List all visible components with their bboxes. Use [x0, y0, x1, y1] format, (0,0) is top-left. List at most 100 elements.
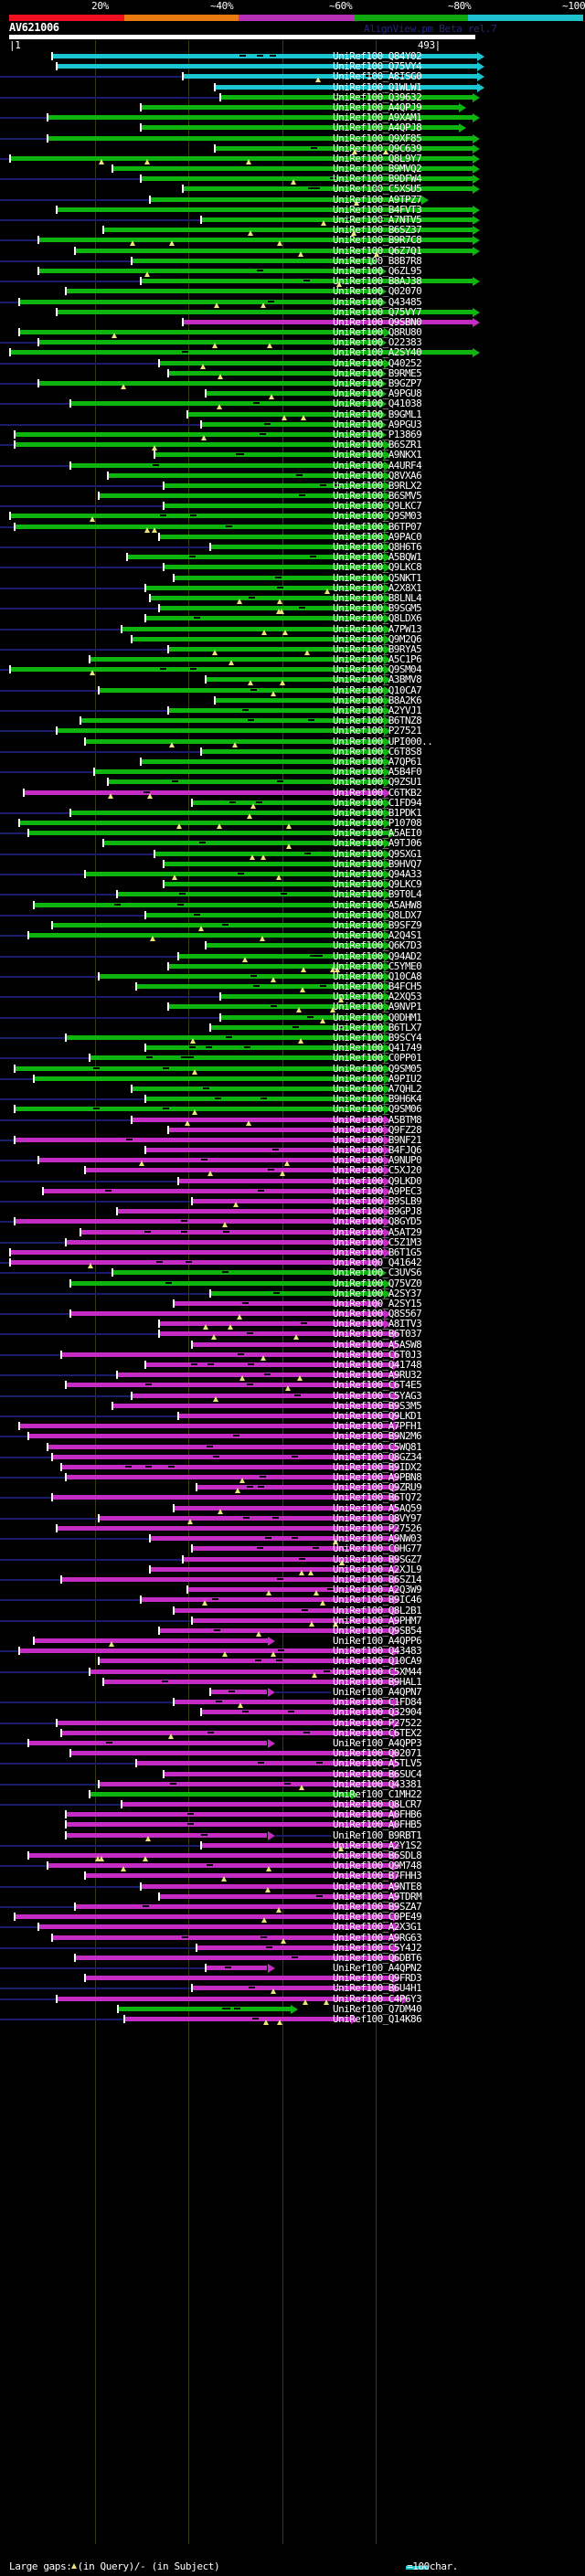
table-row[interactable]: UniRef100_A9RU32 [0, 1370, 585, 1382]
hit-bar[interactable] [211, 1690, 268, 1694]
hit-bar[interactable] [20, 299, 379, 304]
hit-bar[interactable] [141, 176, 473, 182]
hit-bar[interactable] [165, 565, 384, 570]
table-row[interactable]: UniRef100_A9PGU3 [0, 419, 585, 429]
hit-label[interactable]: UniRef100_UPI000.. [333, 735, 433, 747]
hit-label[interactable]: UniRef100_A9NTE8 [333, 1880, 422, 1892]
hit-label[interactable]: UniRef100_Q43483 [333, 1645, 422, 1658]
table-row[interactable]: UniRef100_C5WQ81 [0, 1442, 585, 1452]
table-row[interactable]: UniRef100_Q9C639 [0, 143, 585, 154]
table-row[interactable]: UniRef100_A7PW13 [0, 624, 585, 635]
hit-label[interactable]: UniRef100_A9PBN8 [333, 1471, 422, 1484]
hit-label[interactable]: UniRef100_Q9C639 [333, 142, 422, 154]
hit-label[interactable]: UniRef100_Q7DM40 [333, 2002, 422, 2015]
hit-label[interactable]: UniRef100_A2X3G1 [333, 1921, 422, 1934]
hit-bar[interactable] [174, 1300, 375, 1306]
hit-bar[interactable] [113, 1403, 394, 1408]
table-row[interactable]: UniRef100_A9PEC3 [0, 1186, 585, 1196]
table-row[interactable]: UniRef100_A2SY15 [0, 1299, 585, 1309]
hit-label[interactable]: UniRef100_B6TLX7 [333, 1021, 422, 1034]
table-row[interactable]: UniRef100_A4QPP6 [0, 1636, 585, 1648]
hit-label[interactable]: UniRef100_Q75VZ0 [333, 1277, 422, 1289]
table-row[interactable]: UniRef100_Q9M748 [0, 1860, 585, 1872]
hit-bar[interactable] [67, 1475, 394, 1480]
hit-bar[interactable] [165, 504, 384, 509]
hit-bar[interactable] [160, 1627, 394, 1633]
hit-bar[interactable] [52, 1495, 394, 1500]
table-row[interactable]: UniRef100_A7QHL2 [0, 1084, 585, 1094]
table-row[interactable]: UniRef100_Q6Z7Q1 [0, 246, 585, 257]
table-row[interactable]: UniRef100_P10708 [0, 818, 585, 830]
hit-label[interactable]: UniRef100_A9PAC0 [333, 530, 422, 543]
hit-bar[interactable] [85, 1873, 394, 1879]
hit-bar[interactable] [169, 370, 379, 376]
table-row[interactable]: UniRef100_Q9SXG1 [0, 849, 585, 860]
hit-label[interactable]: UniRef100_B8A2K6 [333, 694, 422, 706]
hit-label[interactable]: UniRef100_Q75VY4 [333, 60, 422, 73]
hit-label[interactable]: UniRef100_A2YVJ1 [333, 705, 422, 716]
hit-bar[interactable] [76, 1955, 394, 1960]
table-row[interactable]: UniRef100_B9RLX2 [0, 481, 585, 491]
hit-label[interactable]: UniRef100_A5BQW1 [333, 551, 422, 564]
hit-label[interactable]: UniRef100_B9SLB9 [333, 1195, 422, 1207]
hit-label[interactable]: UniRef100_B4FCH5 [333, 981, 422, 993]
table-row[interactable]: UniRef100_B9SLB9 [0, 1195, 585, 1207]
table-row[interactable]: UniRef100_A5AHW8 [0, 900, 585, 910]
hit-bar[interactable] [136, 1761, 394, 1766]
hit-bar[interactable] [220, 994, 384, 1000]
hit-bar[interactable] [211, 1290, 384, 1296]
hit-bar[interactable] [151, 1566, 394, 1572]
hit-label[interactable]: UniRef100_A8ITV3 [333, 1318, 422, 1330]
table-row[interactable]: UniRef100_A2Y1S2 [0, 1840, 585, 1851]
hit-bar[interactable] [16, 524, 384, 529]
table-row[interactable]: UniRef100_B6T1G5 [0, 1247, 585, 1257]
hit-label[interactable]: UniRef100_A9PHM7 [333, 1614, 422, 1627]
hit-bar[interactable] [16, 442, 384, 448]
hit-label[interactable]: UniRef100_Q9LKD1 [333, 1409, 422, 1422]
hit-label[interactable]: UniRef100_B9H6K4 [333, 1093, 422, 1106]
hit-label[interactable]: UniRef100_A0FHB6 [333, 1808, 422, 1821]
hit-bar[interactable] [38, 381, 379, 386]
hit-bar[interactable] [48, 115, 473, 121]
hit-label[interactable]: UniRef100_A4QPN2 [333, 1962, 422, 1975]
hit-label[interactable]: UniRef100_Q02071 [333, 1747, 422, 1760]
hit-bar[interactable] [160, 360, 384, 366]
hit-label[interactable]: UniRef100_A9TDRM [333, 1890, 422, 1903]
table-row[interactable]: UniRef100_Q8L9Y7 [0, 154, 585, 164]
table-row[interactable]: UniRef100_C5XM44 [0, 1667, 585, 1678]
table-row[interactable]: UniRef100_B6TLX7 [0, 1023, 585, 1033]
table-row[interactable]: UniRef100_Q75VZ0 [0, 1278, 585, 1288]
hit-bar[interactable] [192, 1341, 394, 1347]
table-row[interactable]: UniRef100_A2Q4S1 [0, 930, 585, 942]
hit-label[interactable]: UniRef100_B6T037 [333, 1328, 422, 1341]
table-row[interactable]: UniRef100_C5Z1M3 [0, 1237, 585, 1247]
table-row[interactable]: UniRef100_Q9XF85 [0, 133, 585, 143]
table-row[interactable]: UniRef100_B6TQ72 [0, 1492, 585, 1503]
hit-label[interactable]: UniRef100_B9SZA7 [333, 1900, 422, 1913]
table-row[interactable]: UniRef100_A5BTM8 [0, 1115, 585, 1126]
hit-bar[interactable] [62, 1352, 394, 1357]
table-row[interactable]: UniRef100_C4P6Y3 [0, 1994, 585, 2005]
hit-bar[interactable] [71, 1280, 384, 1286]
table-row[interactable]: UniRef100_Q41038 [0, 398, 585, 410]
hit-bar[interactable] [38, 1924, 394, 1930]
table-row[interactable]: UniRef100_Q6K7D3 [0, 940, 585, 951]
hit-label[interactable]: UniRef100_A2XQ53 [333, 991, 422, 1003]
hit-bar[interactable] [155, 452, 384, 458]
hit-bar[interactable] [220, 1014, 384, 1020]
table-row[interactable]: UniRef100_B6U4H1 [0, 1983, 585, 1995]
table-row[interactable]: UniRef100_Q41749 [0, 1043, 585, 1054]
hit-label[interactable]: UniRef100_B6SZ14 [333, 1573, 422, 1585]
table-row[interactable]: UniRef100_A9NTE8 [0, 1882, 585, 1892]
table-row[interactable]: UniRef100_B9DFW4 [0, 174, 585, 186]
hit-bar[interactable] [71, 810, 384, 815]
hit-label[interactable]: UniRef100_A2SY15 [333, 1297, 422, 1309]
hit-label[interactable]: UniRef100_C5Z1M3 [333, 1235, 422, 1248]
hit-bar[interactable] [48, 135, 473, 141]
hit-label[interactable]: UniRef100_P27522 [333, 1716, 422, 1729]
hit-label[interactable]: UniRef100_B6TNZ8 [333, 715, 422, 727]
table-row[interactable]: UniRef100_A2YVJ1 [0, 705, 585, 716]
hit-label[interactable]: UniRef100_C6TKB2 [333, 786, 422, 799]
table-row[interactable]: UniRef100_P27521 [0, 726, 585, 737]
table-row[interactable]: UniRef100_B9GZP7 [0, 378, 585, 389]
